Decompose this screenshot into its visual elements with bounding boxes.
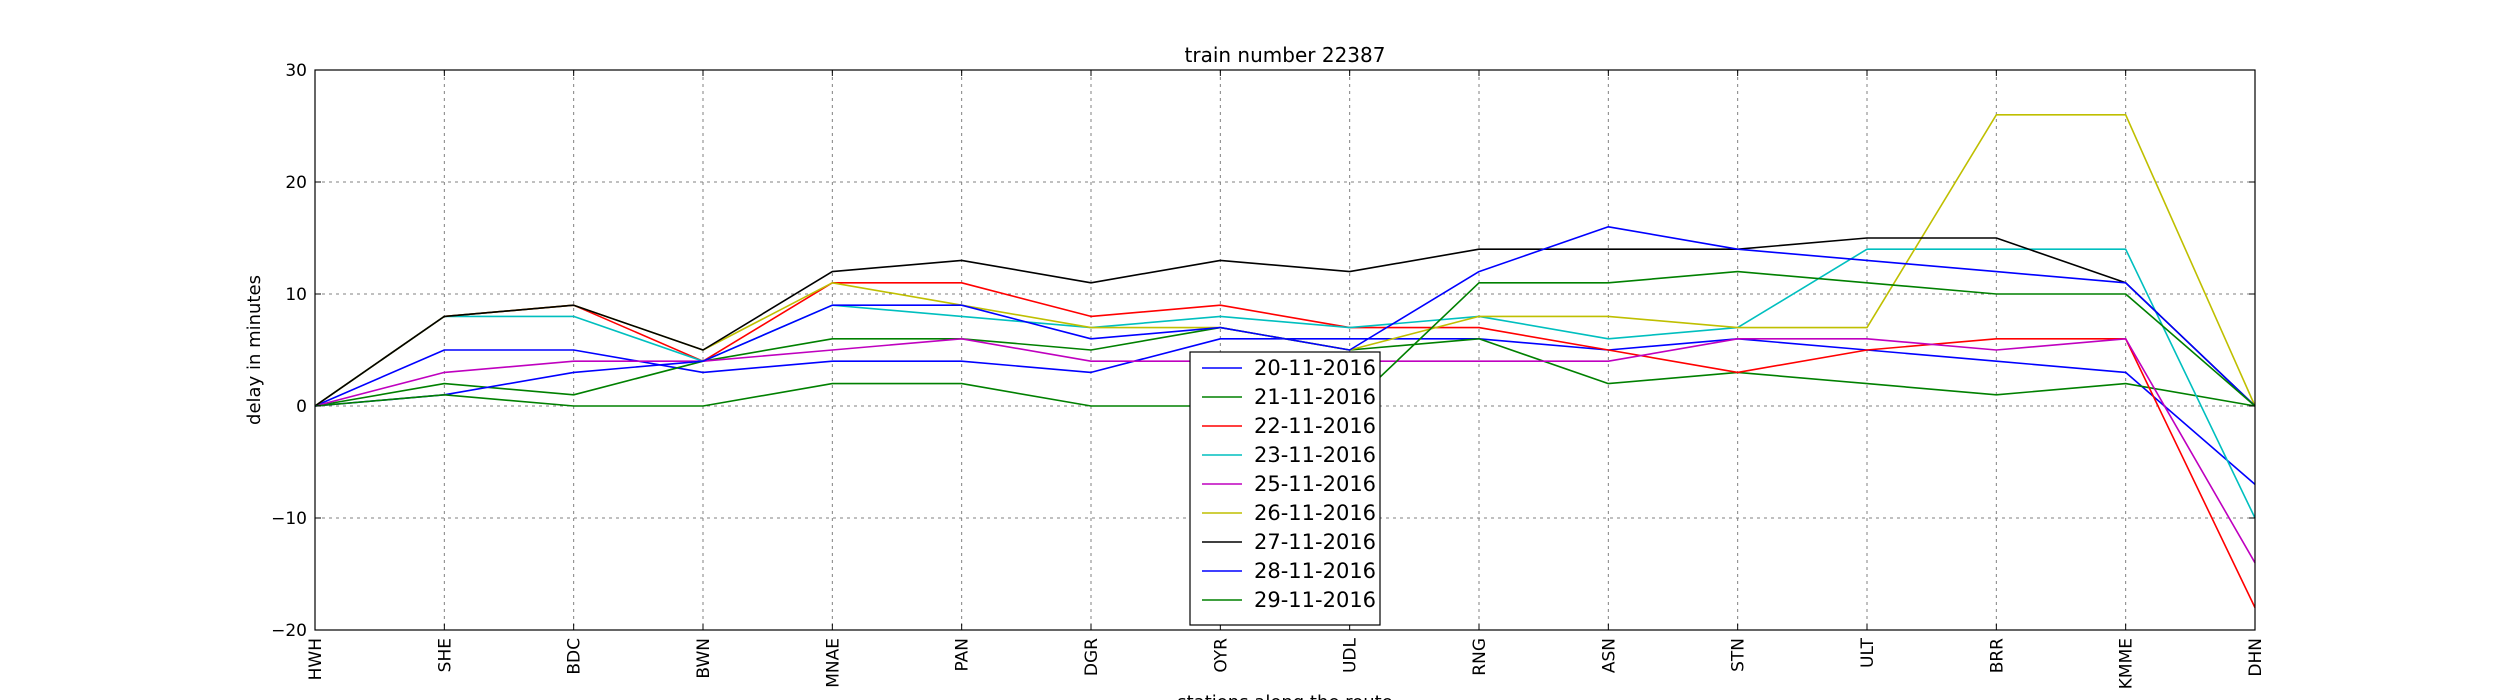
x-tick-label: PAN [953,638,973,672]
legend-entry: 23-11-2016 [1254,443,1376,467]
x-tick-label: STN [1729,638,1749,672]
legend-entry: 26-11-2016 [1254,501,1376,525]
x-tick-label: BWN [694,638,714,679]
y-axis-label: delay in minutes [244,275,265,425]
legend-entry: 29-11-2016 [1254,588,1376,612]
x-tick-label: KMME [2117,638,2137,689]
y-tick-label: −20 [271,621,307,641]
x-tick-label: OYR [1211,638,1231,673]
legend-entry: 22-11-2016 [1254,414,1376,438]
legend: 20-11-2016 21-11-2016 22-11-2016 23-11-2016… [1189,351,1381,626]
y-tick-label: 10 [285,285,307,305]
x-tick-label: SHE [435,638,455,672]
y-tick-label: 20 [285,173,307,193]
series-line-28-11-2016 [314,226,2256,407]
plot-frame [314,69,2256,631]
chart-title: train number 22387 [1185,43,1386,67]
y-tick-label: 30 [285,61,307,81]
x-tick-label: BRR [1987,638,2007,673]
x-tick-label: UDL [1341,637,1361,673]
legend-entry: 28-11-2016 [1254,559,1376,583]
x-tick-label: DHN [2246,638,2266,677]
y-tick-label: −10 [271,509,307,529]
legend-entry: 20-11-2016 [1254,356,1376,380]
x-tick-label: DGR [1082,638,1102,676]
x-tick-label: RNG [1470,638,1490,676]
series-line-23-11-2016 [314,248,2256,519]
x-tick-label: BDC [565,638,585,675]
x-axis-label: stations along the route [1177,692,1392,700]
axis-ticks: HWH SHE BDC BWN MNAE PAN DGR OYR UDL RNG ASN STN ULT… [271,61,2266,689]
legend-entry: 21-11-2016 [1254,385,1376,409]
series-line-27-11-2016 [314,237,2256,407]
y-tick-label: 0 [296,397,307,417]
x-tick-label: MNAE [823,638,843,688]
legend-entry: 25-11-2016 [1254,472,1376,496]
x-tick-label: ULT [1858,637,1878,668]
x-tick-label: HWH [306,638,326,680]
x-tick-label: ASN [1599,638,1619,673]
legend-entry: 27-11-2016 [1254,530,1376,554]
